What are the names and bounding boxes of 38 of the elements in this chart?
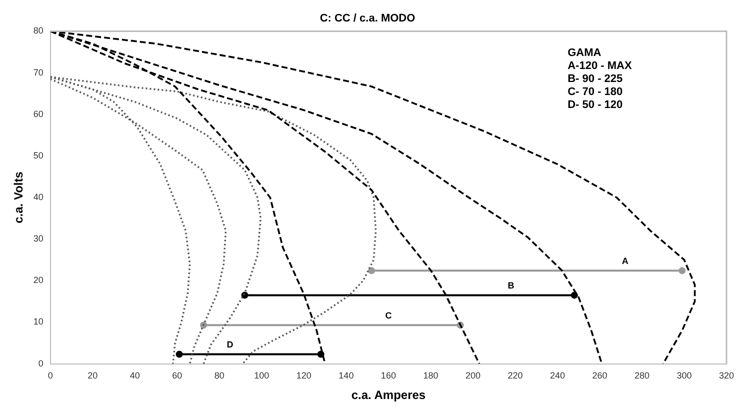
x-tick-label: 240 <box>550 370 565 381</box>
y-tick-label: 30 <box>33 234 44 244</box>
y-tick-label: 40 <box>33 192 44 202</box>
x-axis-title: c.a. Amperes <box>351 388 426 402</box>
annotation: GAMA <box>568 47 602 60</box>
x-tick-label: 300 <box>676 370 692 381</box>
y-tick-label: 0 <box>38 358 44 368</box>
y-tick-label: 70 <box>33 67 44 78</box>
x-tick-label: 160 <box>380 370 396 381</box>
y-tick-label: 10 <box>33 316 44 327</box>
annotation: C <box>385 310 392 321</box>
x-tick-label: 80 <box>214 370 224 381</box>
annotation: D <box>226 340 234 350</box>
x-tick-label: 60 <box>172 370 182 381</box>
y-tick-label: 50 <box>33 150 44 160</box>
x-tick-label: 20 <box>88 370 98 381</box>
annotation: B <box>508 280 515 291</box>
x-tick-label: 280 <box>634 370 650 381</box>
x-tick-label: 180 <box>423 370 438 381</box>
y-tick-label: 80 <box>33 26 44 36</box>
x-tick-label: 40 <box>130 370 140 381</box>
y-axis-title: c.a. Volts <box>12 171 26 224</box>
y-tick-label: 20 <box>33 275 44 286</box>
x-tick-label: 200 <box>465 370 480 381</box>
x-tick-label: 100 <box>254 370 270 381</box>
annotation: B- 90 - 225 <box>568 73 623 86</box>
chart-title: C: CC / c.a. MODO <box>320 12 416 25</box>
x-tick-label: 120 <box>296 370 312 381</box>
y-tick-label: 60 <box>33 108 44 119</box>
x-tick-label: 140 <box>338 370 354 381</box>
annotation: A-120 - MAX <box>568 60 632 72</box>
x-tick-label: 260 <box>592 370 608 381</box>
annotation: C- 70 - 180 <box>568 86 623 98</box>
annotation: A <box>622 256 629 266</box>
x-tick-label: 320 <box>718 370 734 381</box>
annotation: D- 50 - 120 <box>568 99 623 112</box>
x-tick-label: 220 <box>508 370 523 381</box>
x-tick-label: 0 <box>48 370 53 381</box>
